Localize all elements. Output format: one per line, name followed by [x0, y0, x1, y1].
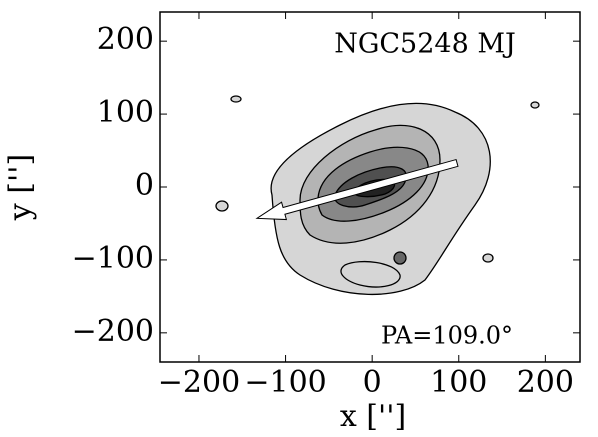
y-tick-label: 0: [135, 168, 154, 203]
pa-arrow: [255, 158, 459, 221]
contour-image: [215, 95, 540, 296]
y-tick-label: −100: [72, 241, 154, 276]
x-tick-label: 200: [517, 365, 574, 400]
y-tick-label: −200: [72, 314, 154, 349]
y-axis-label: y ['']: [3, 154, 38, 221]
x-axis-label: x ['']: [340, 399, 406, 433]
x-tick-label: −100: [244, 365, 326, 400]
y-tick-label: 200: [97, 22, 154, 57]
x-tick-label: −200: [158, 365, 240, 400]
x-tick-label: 0: [363, 365, 382, 400]
annotation-box: [300, 22, 545, 64]
y-tick-label: 100: [97, 95, 154, 130]
galaxy-label: NGC5248 MJ: [334, 29, 516, 60]
pa-label: PA=109.0°: [381, 322, 513, 350]
annotation-box: [355, 318, 540, 354]
x-tick-label: 100: [430, 365, 487, 400]
